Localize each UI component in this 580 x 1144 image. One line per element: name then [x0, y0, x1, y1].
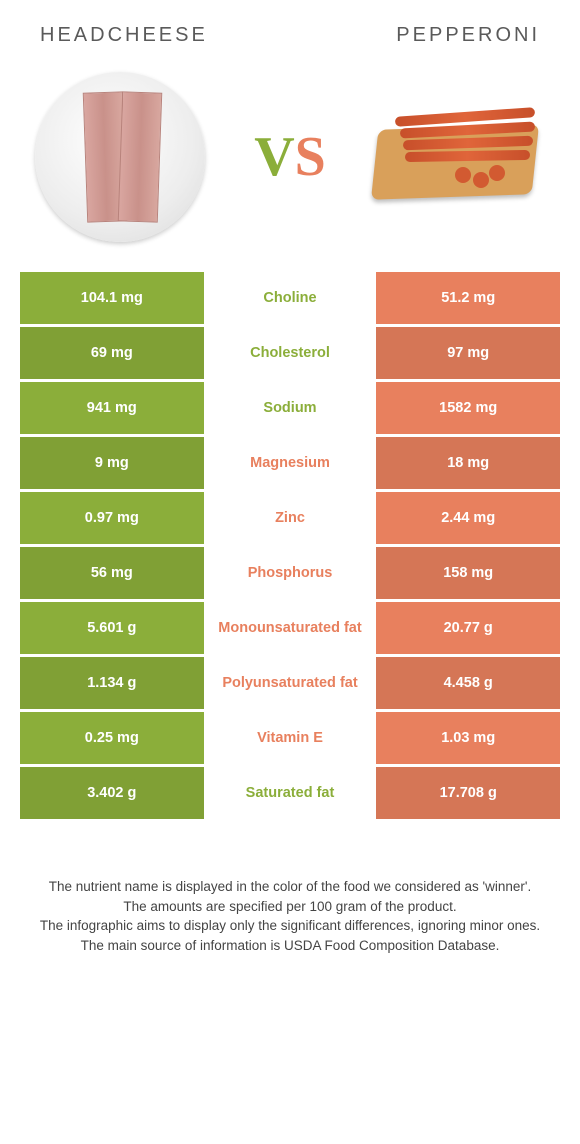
right-value: 97 mg [376, 327, 560, 379]
right-food-title: Pepperoni [396, 24, 540, 47]
footer-notes: The nutrient name is displayed in the co… [20, 822, 560, 955]
nutrient-label: Saturated fat [204, 767, 377, 819]
left-value: 0.97 mg [20, 492, 204, 544]
left-value: 5.601 g [20, 602, 204, 654]
nutrient-label: Zinc [204, 492, 377, 544]
table-row: 0.97 mgZinc2.44 mg [20, 492, 560, 544]
right-value: 17.708 g [376, 767, 560, 819]
right-value: 51.2 mg [376, 272, 560, 324]
footer-line: The nutrient name is displayed in the co… [35, 877, 545, 897]
vs-label: VS [254, 125, 326, 189]
table-row: 5.601 gMonounsaturated fat20.77 g [20, 602, 560, 654]
right-value: 4.458 g [376, 657, 560, 709]
nutrient-label: Polyunsaturated fat [204, 657, 377, 709]
right-value: 2.44 mg [376, 492, 560, 544]
nutrient-label: Monounsaturated fat [204, 602, 377, 654]
header: Headcheese Pepperoni [20, 24, 560, 57]
footer-line: The infographic aims to display only the… [35, 916, 545, 936]
left-food-image [30, 67, 210, 247]
right-food-image [370, 67, 550, 247]
left-food-title: Headcheese [40, 24, 208, 47]
table-row: 56 mgPhosphorus158 mg [20, 547, 560, 599]
nutrient-table: 104.1 mgCholine51.2 mg69 mgCholesterol97… [20, 272, 560, 819]
footer-line: The amounts are specified per 100 gram o… [35, 897, 545, 917]
right-value: 20.77 g [376, 602, 560, 654]
footer-line: The main source of information is USDA F… [35, 936, 545, 956]
nutrient-label: Vitamin E [204, 712, 377, 764]
table-row: 0.25 mgVitamin E1.03 mg [20, 712, 560, 764]
nutrient-label: Phosphorus [204, 547, 377, 599]
table-row: 69 mgCholesterol97 mg [20, 327, 560, 379]
nutrient-label: Cholesterol [204, 327, 377, 379]
left-value: 941 mg [20, 382, 204, 434]
right-value: 1582 mg [376, 382, 560, 434]
right-value: 18 mg [376, 437, 560, 489]
table-row: 1.134 gPolyunsaturated fat4.458 g [20, 657, 560, 709]
left-value: 0.25 mg [20, 712, 204, 764]
vs-row: VS [20, 57, 560, 272]
left-value: 9 mg [20, 437, 204, 489]
left-value: 1.134 g [20, 657, 204, 709]
left-value: 69 mg [20, 327, 204, 379]
left-value: 3.402 g [20, 767, 204, 819]
right-value: 1.03 mg [376, 712, 560, 764]
table-row: 9 mgMagnesium18 mg [20, 437, 560, 489]
left-value: 56 mg [20, 547, 204, 599]
right-value: 158 mg [376, 547, 560, 599]
table-row: 3.402 gSaturated fat17.708 g [20, 767, 560, 819]
nutrient-label: Magnesium [204, 437, 377, 489]
table-row: 941 mgSodium1582 mg [20, 382, 560, 434]
nutrient-label: Choline [204, 272, 377, 324]
nutrient-label: Sodium [204, 382, 377, 434]
table-row: 104.1 mgCholine51.2 mg [20, 272, 560, 324]
left-value: 104.1 mg [20, 272, 204, 324]
